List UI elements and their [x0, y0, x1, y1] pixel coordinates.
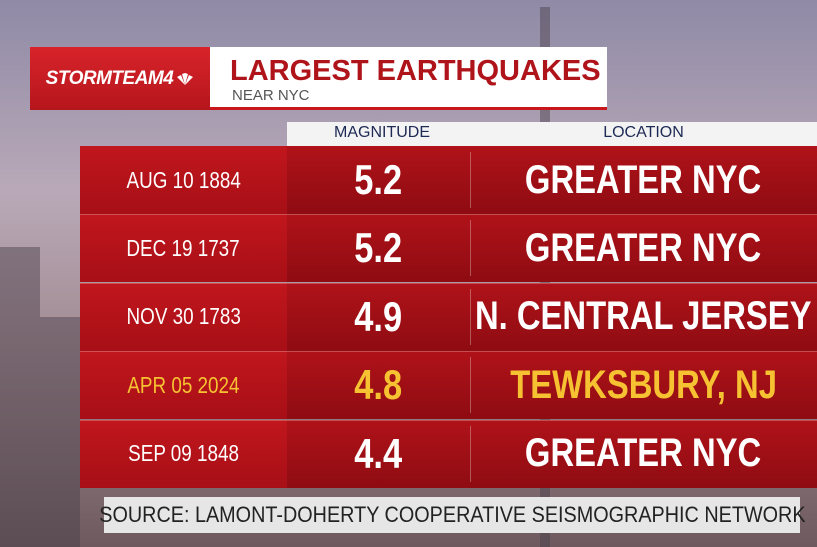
location-cell: GREATER NYC — [470, 146, 817, 214]
table-row: SEP 09 1848 4.4 GREATER NYC — [80, 419, 817, 488]
divider — [470, 425, 471, 482]
magnitude: 4.9 — [354, 292, 403, 340]
magnitude: 5.2 — [354, 224, 403, 272]
title-box: LARGEST EARTHQUAKES NEAR NYC — [210, 47, 607, 110]
subtitle: NEAR NYC — [232, 87, 310, 104]
table-row: APR 05 2024 4.8 TEWKSBURY, NJ — [80, 351, 817, 420]
column-label: LOCATION — [603, 124, 684, 141]
location-cell: TEWKSBURY, NJ — [470, 351, 817, 420]
table: AUG 10 1884 5.2 GREATER NYC DEC 19 1737 5.2 G… — [80, 146, 817, 488]
table-row: AUG 10 1884 5.2 GREATER NYC — [80, 146, 817, 214]
column-header: MAGNITUDE LOCATION — [287, 122, 817, 146]
date-cell: NOV 30 1783 — [80, 282, 287, 351]
location: GREATER NYC — [525, 431, 762, 476]
location: TEWKSBURY, NJ — [510, 362, 777, 407]
divider — [80, 419, 817, 421]
date-cell: DEC 19 1737 — [80, 214, 287, 283]
source-text: SOURCE: LAMONT-DOHERTY COOPERATIVE SEISM… — [98, 502, 806, 527]
divider — [80, 214, 817, 216]
divider — [80, 282, 817, 284]
magnitude-cell: 4.9 — [287, 282, 470, 351]
location-cell: N. CENTRAL JERSEY — [470, 282, 817, 351]
date-cell: SEP 09 1848 — [80, 419, 287, 488]
divider — [470, 288, 471, 345]
date-cell: APR 05 2024 — [80, 351, 287, 420]
skyline — [0, 247, 40, 547]
title: LARGEST EARTHQUAKES — [230, 55, 601, 87]
date: NOV 30 1783 — [126, 303, 241, 330]
divider — [80, 351, 817, 353]
column-label: MAGNITUDE — [334, 124, 430, 141]
location: GREATER NYC — [525, 157, 762, 202]
brand: STORMTEAM4 — [45, 67, 174, 89]
divider — [470, 220, 471, 277]
location-cell: GREATER NYC — [470, 419, 817, 488]
magnitude: 4.8 — [354, 361, 403, 409]
magnitude-cell: 4.4 — [287, 419, 470, 488]
date: AUG 10 1884 — [126, 166, 241, 193]
table-row: DEC 19 1737 5.2 GREATER NYC — [80, 214, 817, 283]
date: APR 05 2024 — [127, 371, 240, 398]
skyline — [40, 317, 80, 547]
location: GREATER NYC — [525, 225, 762, 270]
magnitude-cell: 4.8 — [287, 351, 470, 420]
table-row: NOV 30 1783 4.9 N. CENTRAL JERSEY — [80, 282, 817, 351]
date-cell: AUG 10 1884 — [80, 146, 287, 214]
magnitude: 4.4 — [354, 429, 403, 477]
divider — [470, 152, 471, 208]
date: DEC 19 1737 — [126, 234, 241, 261]
peacock-icon — [177, 72, 194, 85]
magnitude: 5.2 — [354, 156, 403, 203]
magnitude-cell: 5.2 — [287, 214, 470, 283]
magnitude-cell: 5.2 — [287, 146, 470, 214]
location: N. CENTRAL JERSEY — [475, 294, 812, 339]
logo: STORMTEAM4 — [30, 47, 210, 110]
date: SEP 09 1848 — [128, 440, 239, 467]
location-cell: GREATER NYC — [470, 214, 817, 283]
divider — [470, 357, 471, 414]
source: SOURCE: LAMONT-DOHERTY COOPERATIVE SEISM… — [99, 497, 805, 533]
